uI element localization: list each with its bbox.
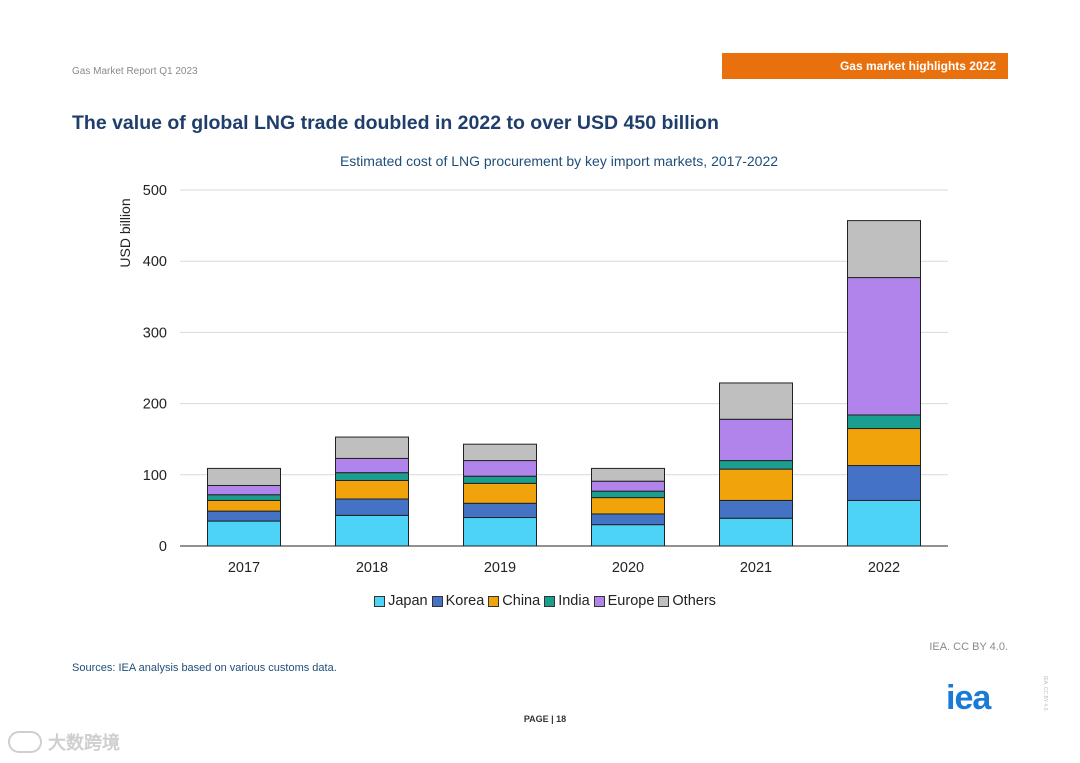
- bar-europe-2019: [463, 460, 537, 477]
- bar-china-2022: [847, 428, 921, 467]
- bar-korea-2018: [335, 498, 409, 516]
- bar-korea-2017: [207, 510, 281, 522]
- bar-others-2018: [335, 436, 409, 459]
- y-tick-label: 400: [143, 254, 167, 270]
- bar-others-2022: [847, 220, 921, 279]
- section-banner-label: Gas market highlights 2022: [839, 59, 996, 73]
- chart-legend: Japan Korea China India Europe Others: [0, 593, 1080, 609]
- bar-india-2017: [207, 494, 281, 501]
- y-tick-label: 500: [143, 183, 167, 199]
- section-banner: Gas market highlights 2022: [722, 53, 1008, 79]
- bar-japan-2021: [719, 517, 793, 547]
- y-tick-label: 100: [143, 468, 167, 484]
- chart-title: Estimated cost of LNG procurement by key…: [339, 153, 779, 169]
- legend-item-india: India: [544, 593, 590, 609]
- y-axis-title: USD billion: [117, 198, 133, 267]
- y-tick-label: 0: [159, 539, 167, 555]
- page-title: The value of global LNG trade doubled in…: [72, 112, 719, 134]
- bar-japan-2018: [335, 514, 409, 547]
- report-label: Gas Market Report Q1 2023: [72, 66, 198, 77]
- x-tick-label: 2022: [868, 560, 900, 576]
- legend-item-korea: Korea: [431, 593, 485, 609]
- bar-korea-2019: [463, 502, 537, 519]
- bar-japan-2020: [591, 524, 665, 547]
- legend-swatch: [593, 595, 605, 607]
- x-tick-label: 2018: [356, 560, 388, 576]
- legend-swatch: [431, 595, 443, 607]
- legend-swatch: [658, 595, 670, 607]
- watermark: 大数跨境: [8, 729, 120, 755]
- bar-others-2021: [719, 382, 793, 420]
- legend-item-others: Others: [658, 593, 716, 609]
- y-tick-label: 300: [143, 325, 167, 341]
- bar-india-2020: [591, 490, 665, 499]
- axis-layer: 0 100 200 300 400 500 2017 2018 2019 2020 2021 2022: [143, 183, 948, 576]
- bar-others-2019: [463, 443, 537, 462]
- bar-china-2020: [591, 497, 665, 515]
- bar-korea-2022: [847, 465, 921, 501]
- x-tick-label: 2019: [484, 560, 516, 576]
- bar-india-2022: [847, 414, 921, 430]
- side-license-note: IEA. CC BY 4.0.: [1042, 676, 1048, 712]
- legend-label: Europe: [607, 593, 655, 609]
- watermark-text: 大数跨境: [48, 733, 120, 753]
- grid-layer: [180, 189, 948, 476]
- bar-japan-2022: [847, 499, 921, 547]
- legend-label: India: [558, 593, 590, 609]
- x-tick-label: 2017: [228, 560, 260, 576]
- page-number: PAGE | 18: [523, 714, 567, 724]
- legend-item-europe: Europe: [593, 593, 655, 609]
- bar-india-2021: [719, 460, 793, 470]
- credit-text: IEA. CC BY 4.0.: [929, 641, 1008, 653]
- bar-korea-2020: [591, 513, 665, 526]
- bar-china-2018: [335, 479, 409, 500]
- bar-europe-2018: [335, 457, 409, 474]
- x-tick-label: 2021: [740, 560, 772, 576]
- bars-layer: [207, 220, 921, 547]
- bar-korea-2021: [719, 499, 793, 519]
- watermark-logo-icon: [8, 731, 42, 753]
- legend-label: China: [502, 593, 541, 609]
- sources-note: Sources: IEA analysis based on various c…: [72, 662, 337, 674]
- bar-europe-2022: [847, 277, 921, 416]
- y-tick-label: 200: [143, 397, 167, 413]
- bar-india-2019: [463, 475, 537, 484]
- bar-others-2020: [591, 467, 665, 482]
- bar-china-2017: [207, 499, 281, 512]
- iea-logo: iea: [946, 679, 991, 717]
- bar-europe-2017: [207, 484, 281, 496]
- legend-label: Others: [672, 593, 716, 609]
- bar-europe-2020: [591, 480, 665, 492]
- bar-others-2017: [207, 467, 281, 486]
- bar-japan-2019: [463, 517, 537, 547]
- legend-label: Korea: [445, 593, 485, 609]
- legend-item-china: China: [488, 593, 540, 609]
- legend-swatch: [374, 595, 386, 607]
- legend-swatch: [544, 595, 556, 607]
- bar-india-2018: [335, 472, 409, 481]
- legend-label: Japan: [388, 593, 428, 609]
- legend-swatch: [488, 595, 500, 607]
- bar-europe-2021: [719, 418, 793, 462]
- x-tick-label: 2020: [612, 560, 644, 576]
- bar-japan-2017: [207, 520, 281, 547]
- bar-china-2019: [463, 482, 537, 504]
- bar-china-2021: [719, 468, 793, 501]
- legend-item-japan: Japan: [374, 593, 428, 609]
